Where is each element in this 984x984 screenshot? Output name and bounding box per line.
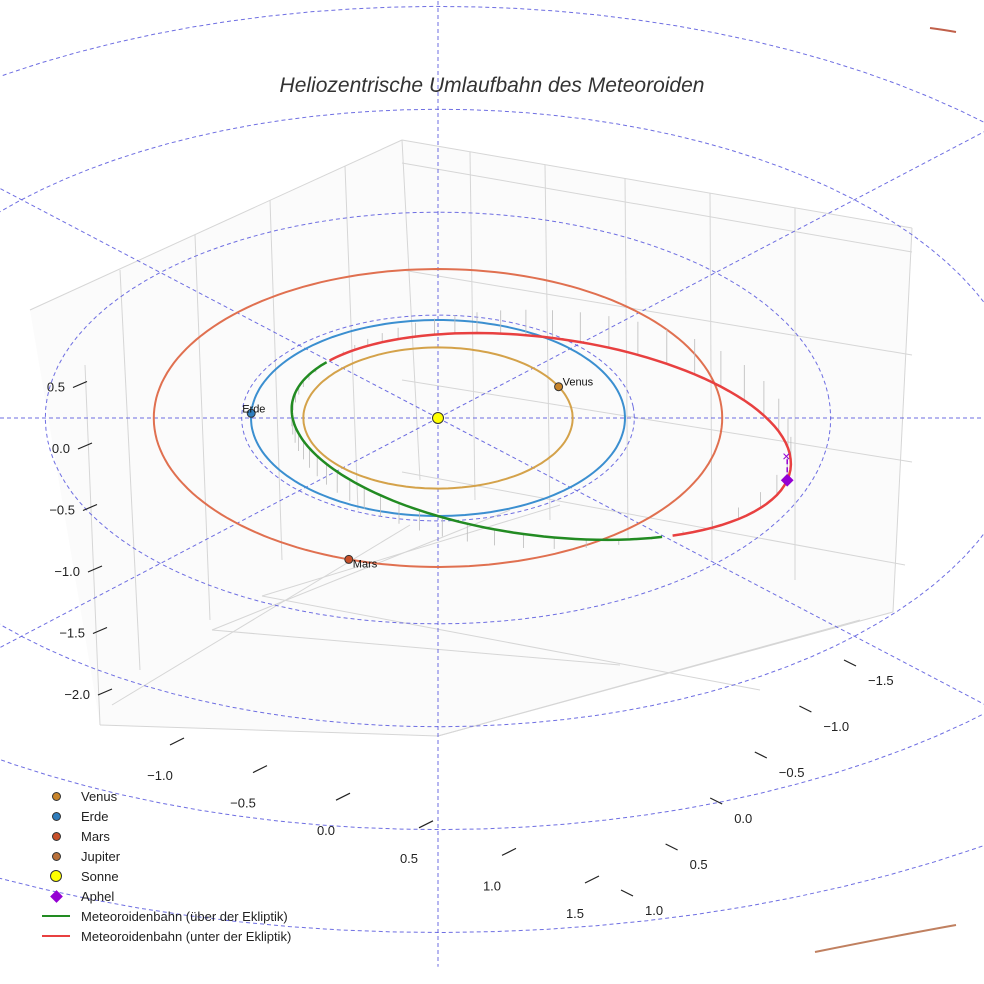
x-tick (335, 792, 351, 801)
legend-symbol (38, 806, 74, 826)
y-tick-label: −1.0 (823, 719, 849, 734)
legend-symbol (38, 866, 74, 886)
meteoroid-orbit-below (329, 331, 793, 537)
legend-label: Erde (81, 808, 109, 824)
legend-label: Meteoroidenbahn (unter der Ekliptik) (81, 928, 292, 944)
z-tick-label: −0.5 (49, 503, 75, 518)
legend-item[interactable]: Sonne (38, 866, 291, 886)
jupiter-orbit-arc-top (929, 27, 957, 33)
x-tick-label: 1.0 (483, 878, 501, 893)
z-tick-label: −2.0 (64, 687, 90, 702)
x-tick-label: −1.0 (147, 768, 173, 783)
jupiter-orbit-arc-bottom (814, 924, 957, 953)
y-tick (799, 705, 812, 713)
orbit-venus (302, 346, 574, 490)
legend-item[interactable]: Erde (38, 806, 291, 826)
x-tick (252, 765, 268, 774)
legend-label: Mars (81, 828, 110, 844)
planet-marker-mars (344, 554, 354, 564)
z-tick (97, 688, 113, 696)
z-tick (82, 503, 98, 512)
y-tick-label: 1.0 (645, 903, 663, 918)
legend-label: Jupiter (81, 848, 121, 864)
x-tick (501, 847, 517, 856)
planet-orbits (152, 267, 724, 569)
planet-label-erde: Erde (242, 403, 265, 415)
z-tick (72, 380, 88, 389)
x-tick (418, 820, 434, 829)
legend-label: Venus (81, 788, 118, 804)
legend-symbol (38, 886, 74, 906)
markers: Venus Erde Mars × (242, 377, 794, 570)
y-tick-label: 0.5 (690, 857, 708, 872)
y-tick (620, 889, 634, 897)
sun-marker (432, 412, 444, 424)
planet-label-venus: Venus (563, 377, 594, 389)
grid-circle (0, 5, 984, 831)
x-tick-label: −0.5 (230, 796, 256, 811)
legend-symbol (38, 926, 74, 946)
x-tick (169, 737, 185, 746)
legend-item[interactable]: Mars (38, 826, 291, 846)
orbit-mars (152, 267, 724, 569)
y-tick-label: −1.5 (868, 673, 894, 688)
grid-circle (44, 211, 832, 625)
legend-symbol (38, 786, 74, 806)
legend-item[interactable]: Meteoroidenbahn (unter der Ekliptik) (38, 926, 291, 946)
legend-label: Sonne (81, 868, 119, 884)
x-axis: −1.0 −0.5 0.0 0.5 1.0 1.5 (147, 737, 600, 921)
y-axis: −1.5 −1.0 −0.5 0.0 0.5 1.0 (620, 659, 894, 918)
legend-label: Meteoroidenbahn (über der Ekliptik) (81, 908, 288, 924)
meteoroid-orbit (290, 331, 793, 542)
grid-circle (241, 314, 635, 522)
grid-circle (0, 108, 984, 728)
z-tick-label: −1.0 (54, 564, 80, 579)
z-tick-label: −1.5 (59, 626, 85, 641)
y-tick (754, 751, 768, 759)
planet-marker-venus (554, 382, 564, 392)
legend-item[interactable]: Meteoroidenbahn (über der Ekliptik) (38, 906, 291, 926)
legend-symbol (38, 846, 74, 866)
orbit-erde (249, 319, 627, 517)
meteoroid-orbit-above (290, 361, 663, 542)
x-tick-label: 0.0 (317, 823, 335, 838)
z-tick-label: 0.0 (52, 441, 70, 456)
legend-item[interactable]: Venus (38, 786, 291, 806)
y-tick (709, 797, 723, 805)
z-tick (77, 442, 93, 450)
legend-item[interactable]: Aphel (38, 886, 291, 906)
x-tick (584, 875, 600, 884)
legend-symbol (38, 826, 74, 846)
y-tick-label: −0.5 (779, 765, 805, 780)
y-tick-label: 0.0 (734, 811, 752, 826)
z-tick (92, 626, 108, 635)
aphel-projection-marker: × (782, 448, 790, 464)
z-axis: 0.5 0.0 −0.5 −1.0 −1.5 −2.0 (47, 380, 113, 702)
y-tick (665, 843, 678, 851)
z-tick (87, 565, 103, 573)
legend-item[interactable]: Jupiter (38, 846, 291, 866)
z-tick-label: 0.5 (47, 380, 65, 395)
chart-title: Heliozentrische Umlaufbahn des Meteoroid… (279, 74, 705, 97)
planet-label-mars: Mars (353, 558, 378, 570)
legend: Venus Erde Mars Jupiter Sonne Aphel Meteoroide… (38, 786, 291, 946)
box-grid (29, 139, 913, 737)
x-tick-label: 1.5 (566, 906, 584, 921)
x-tick-label: 0.5 (400, 851, 418, 866)
y-tick (843, 659, 857, 667)
legend-symbol (38, 906, 74, 926)
planet-marker-erde (246, 408, 256, 418)
legend-label: Aphel (81, 888, 115, 904)
